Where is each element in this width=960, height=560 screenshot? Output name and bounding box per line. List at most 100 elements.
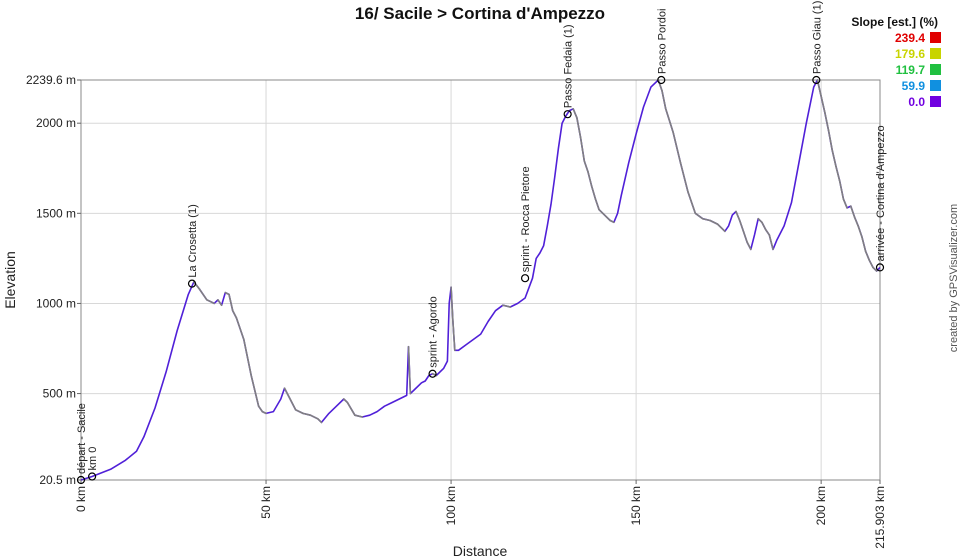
waypoint-marker bbox=[812, 75, 821, 85]
waypoint-label: Passo Fedaia (1) bbox=[563, 24, 575, 108]
y-tick-label: 1500 m bbox=[36, 206, 76, 220]
descent-segment bbox=[831, 149, 837, 168]
descent-segment bbox=[838, 180, 845, 200]
waypoint-label: départ - Sacile bbox=[76, 403, 88, 474]
descent-segment bbox=[193, 281, 201, 290]
descent-segments bbox=[193, 79, 878, 424]
waypoint-label: Passo Pordoi bbox=[656, 9, 668, 74]
descent-segment bbox=[346, 401, 356, 416]
descent-segment bbox=[701, 217, 711, 222]
descent-segment bbox=[309, 414, 319, 420]
x-tick-label: 0 km bbox=[74, 486, 88, 512]
legend-value: 59.9 bbox=[902, 79, 926, 93]
y-tick-label: 2000 m bbox=[36, 116, 76, 130]
y-tick-label: 2239.6 m bbox=[26, 73, 76, 87]
descent-segment bbox=[746, 241, 752, 251]
y-tick-label: 20.5 m bbox=[39, 473, 76, 487]
legend-value: 0.0 bbox=[908, 95, 925, 109]
descent-segment bbox=[257, 405, 264, 413]
descent-segment bbox=[598, 208, 604, 215]
descent-segment bbox=[842, 198, 848, 209]
descent-segment bbox=[672, 131, 682, 164]
descent-segment bbox=[664, 107, 674, 134]
waypoint-marker bbox=[657, 75, 666, 85]
legend-swatch bbox=[930, 96, 941, 107]
descent-segment bbox=[716, 223, 726, 233]
descent-segment bbox=[687, 190, 697, 215]
x-tick-label: 50 km bbox=[259, 486, 273, 519]
descent-segment bbox=[864, 250, 871, 261]
descent-segment bbox=[764, 228, 771, 236]
descent-segment bbox=[231, 309, 238, 319]
x-axis-ticks: 0 km 50 km 100 km 150 km 200 km 215.903 km bbox=[74, 480, 887, 549]
legend-value: 179.6 bbox=[895, 47, 925, 61]
y-axis-ticks: 20.5 m 500 m 1000 m 1500 m 2000 m 2239.6 m bbox=[26, 73, 81, 487]
waypoint-label: km 0 bbox=[87, 447, 99, 471]
descent-segment bbox=[294, 408, 304, 415]
descent-segment bbox=[657, 79, 663, 92]
descent-segment bbox=[287, 394, 297, 411]
descent-segment bbox=[868, 259, 874, 269]
x-tick-label: 100 km bbox=[444, 486, 458, 525]
descent-segment bbox=[835, 165, 841, 182]
descent-segment bbox=[302, 412, 312, 416]
x-axis-label: Distance bbox=[453, 543, 508, 559]
descent-segment bbox=[250, 374, 260, 407]
chart-title: 16/ Sacile > Cortina d'Ampezzo bbox=[355, 4, 605, 23]
waypoint-label: arrivée - Cortina d'Ampezzo bbox=[875, 125, 887, 261]
descent-segment bbox=[261, 410, 267, 415]
descent-segment bbox=[206, 299, 216, 305]
descent-segment bbox=[283, 387, 290, 397]
y-tick-label: 1000 m bbox=[36, 296, 76, 310]
descent-segment bbox=[354, 414, 364, 418]
descent-segment bbox=[857, 225, 863, 238]
descent-segment bbox=[820, 95, 826, 114]
x-tick-label: 215.903 km bbox=[873, 486, 887, 549]
waypoint-marker bbox=[875, 263, 885, 272]
descent-segment bbox=[217, 299, 223, 307]
descent-segment bbox=[694, 212, 704, 220]
descent-segment bbox=[594, 198, 600, 211]
descent-segment bbox=[872, 266, 878, 272]
descent-segment bbox=[861, 235, 867, 252]
descent-segment bbox=[450, 286, 454, 323]
descent-segment bbox=[243, 338, 253, 377]
legend-swatch bbox=[930, 80, 941, 91]
descent-segment bbox=[502, 304, 512, 308]
x-tick-label: 200 km bbox=[814, 486, 828, 525]
descent-segment bbox=[602, 212, 608, 218]
descent-segment bbox=[661, 89, 667, 110]
waypoint-marker bbox=[187, 279, 197, 288]
legend-swatch bbox=[930, 32, 941, 43]
waypoint-label: La Crosetta (1) bbox=[187, 204, 199, 277]
descent-segment bbox=[317, 418, 323, 424]
descent-segment bbox=[572, 107, 578, 119]
legend-value: 119.7 bbox=[896, 63, 926, 77]
descent-segment bbox=[742, 230, 748, 243]
waypoint-label: sprint - Agordo bbox=[428, 296, 440, 368]
waypoint-marker bbox=[88, 472, 97, 481]
descent-segment bbox=[735, 210, 741, 222]
plot-frame bbox=[80, 79, 881, 481]
y-tick-label: 500 m bbox=[43, 387, 76, 401]
credit-text: created by GPSVisualizer.com bbox=[948, 204, 960, 352]
descent-segment bbox=[824, 111, 830, 132]
grid bbox=[80, 79, 881, 481]
descent-segment bbox=[198, 288, 208, 301]
legend-value: 239.4 bbox=[895, 31, 925, 45]
legend-swatch bbox=[930, 64, 941, 75]
legend: Slope [est.] (%) 239.4 179.6 119.7 59.9 0.0 bbox=[851, 15, 941, 109]
descent-segment bbox=[590, 185, 597, 200]
descent-segment bbox=[738, 219, 745, 233]
descent-segment bbox=[709, 219, 719, 225]
x-tick-label: 150 km bbox=[629, 486, 643, 525]
waypoints: départ - Sacile km 0 La Crosetta (1) sprint… bbox=[76, 1, 887, 485]
waypoint-marker bbox=[520, 274, 530, 283]
descent-segment bbox=[235, 317, 245, 341]
descent-segment bbox=[761, 221, 767, 231]
descent-segment bbox=[757, 217, 763, 224]
descent-segment bbox=[342, 398, 349, 404]
descent-segment bbox=[609, 219, 615, 224]
waypoint-marker bbox=[76, 475, 86, 485]
